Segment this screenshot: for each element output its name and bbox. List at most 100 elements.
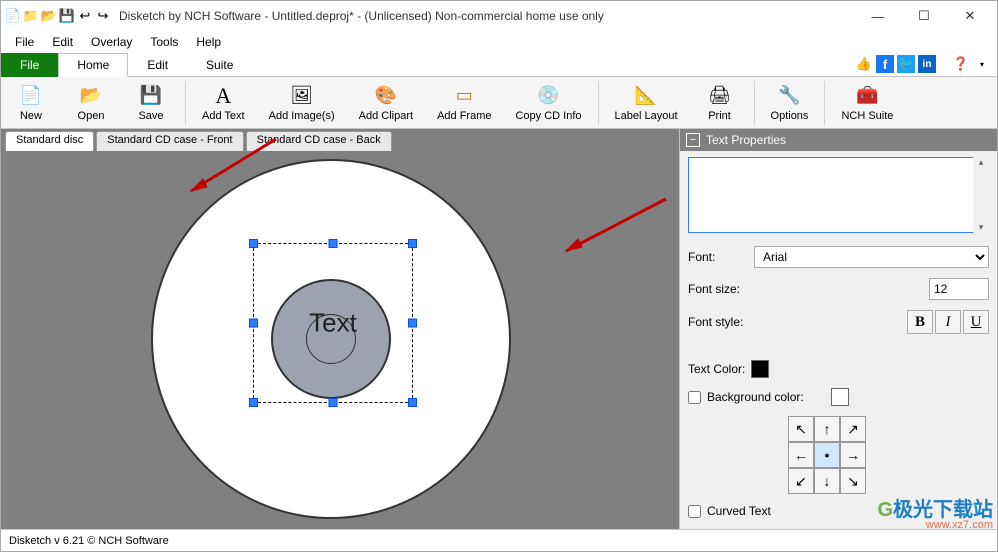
canvas-area[interactable]: Standard disc Standard CD case - Front S… xyxy=(1,129,679,529)
text-color-label: Text Color: xyxy=(688,362,745,376)
save-button[interactable]: 💾Save xyxy=(121,82,181,124)
tab-edit[interactable]: Edit xyxy=(128,53,187,77)
label-layout-button[interactable]: 📐Label Layout xyxy=(603,82,690,124)
handle-w[interactable] xyxy=(249,319,258,328)
print-button[interactable]: 🖨Print xyxy=(690,82,750,124)
facebook-icon[interactable]: f xyxy=(876,55,894,73)
linkedin-icon[interactable]: in xyxy=(918,55,936,73)
align-center[interactable]: • xyxy=(814,442,840,468)
menu-edit[interactable]: Edit xyxy=(44,33,81,51)
properties-header: − Text Properties xyxy=(680,129,997,151)
nch-suite-button[interactable]: 🧰NCH Suite xyxy=(829,82,905,124)
bg-color-label: Background color: xyxy=(707,390,825,404)
align-ne[interactable]: ↗ xyxy=(840,416,866,442)
align-se[interactable]: ↘ xyxy=(840,468,866,494)
minimize-button[interactable]: — xyxy=(855,1,901,31)
window-title: Disketch by NCH Software - Untitled.depr… xyxy=(119,9,855,23)
ribbon-tabs: File Home Edit Suite 👍 f 🐦 in ❓ ▾ xyxy=(1,53,997,77)
handle-se[interactable] xyxy=(408,398,417,407)
underline-button[interactable]: U xyxy=(963,310,989,334)
tab-suite[interactable]: Suite xyxy=(187,53,252,77)
collapse-icon[interactable]: − xyxy=(686,133,700,147)
open-button[interactable]: 📂Open xyxy=(61,82,121,124)
close-button[interactable]: ✕ xyxy=(947,1,993,31)
titlebar: 📄 📁 📂 💾 ↩ ↪ Disketch by NCH Software - U… xyxy=(1,1,997,31)
properties-panel: − Text Properties ▴▾ Font: Arial Font si… xyxy=(679,129,997,529)
statusbar: Disketch v 6.21 © NCH Software xyxy=(1,529,997,551)
align-n[interactable]: ↑ xyxy=(814,416,840,442)
handle-s[interactable] xyxy=(329,398,338,407)
textarea-scrollbar[interactable]: ▴▾ xyxy=(973,157,989,233)
align-e[interactable]: → xyxy=(840,442,866,468)
handle-ne[interactable] xyxy=(408,239,417,248)
menubar: File Edit Overlay Tools Help xyxy=(1,31,997,53)
suite-icon: 🧰 xyxy=(855,84,879,108)
maximize-button[interactable]: ☐ xyxy=(901,1,947,31)
tab-home[interactable]: Home xyxy=(58,53,128,77)
layout-icon: 📐 xyxy=(634,84,658,108)
document-tabs: Standard disc Standard CD case - Front S… xyxy=(1,129,679,151)
frame-icon: ▭ xyxy=(452,84,476,108)
menu-tools[interactable]: Tools xyxy=(142,33,186,51)
annotation-arrow-2 xyxy=(556,191,676,261)
status-text: Disketch v 6.21 © NCH Software xyxy=(9,535,169,547)
qat-redo-icon[interactable]: ↪ xyxy=(95,8,111,24)
handle-n[interactable] xyxy=(329,239,338,248)
options-button[interactable]: 🔧Options xyxy=(759,82,821,124)
options-icon: 🔧 xyxy=(777,84,801,108)
curved-text-label: Curved Text xyxy=(707,504,771,518)
bg-color-checkbox[interactable] xyxy=(688,391,701,404)
text-icon: A xyxy=(211,84,235,108)
align-sw[interactable]: ↙ xyxy=(788,468,814,494)
help-icon[interactable]: ❓ xyxy=(952,55,970,73)
menu-overlay[interactable]: Overlay xyxy=(83,33,140,51)
copy-cd-info-button[interactable]: 💿Copy CD Info xyxy=(503,82,593,124)
selection-box[interactable]: Text xyxy=(253,243,413,403)
align-s[interactable]: ↓ xyxy=(814,468,840,494)
print-icon: 🖨 xyxy=(708,84,732,108)
handle-sw[interactable] xyxy=(249,398,258,407)
help-dropdown-icon[interactable]: ▾ xyxy=(973,55,991,73)
add-clipart-button[interactable]: 🎨Add Clipart xyxy=(347,82,425,124)
save-icon: 💾 xyxy=(139,84,163,108)
text-content-input[interactable] xyxy=(688,157,989,233)
font-select[interactable]: Arial xyxy=(754,246,989,268)
new-icon: 📄 xyxy=(19,84,43,108)
font-size-label: Font size: xyxy=(688,282,748,296)
tab-standard-disc[interactable]: Standard disc xyxy=(5,131,94,151)
qat: 📄 📁 📂 💾 ↩ ↪ xyxy=(5,8,111,24)
open-icon: 📂 xyxy=(79,84,103,108)
twitter-icon[interactable]: 🐦 xyxy=(897,55,915,73)
like-icon[interactable]: 👍 xyxy=(855,55,873,73)
text-color-swatch[interactable] xyxy=(751,360,769,378)
bg-color-swatch[interactable] xyxy=(831,388,849,406)
handle-e[interactable] xyxy=(408,319,417,328)
handle-nw[interactable] xyxy=(249,239,258,248)
font-label: Font: xyxy=(688,250,748,264)
menu-file[interactable]: File xyxy=(7,33,42,51)
clipart-icon: 🎨 xyxy=(374,84,398,108)
bold-button[interactable]: B xyxy=(907,310,933,334)
align-nw[interactable]: ↖ xyxy=(788,416,814,442)
add-images-button[interactable]: 🖼Add Image(s) xyxy=(257,82,347,124)
menu-help[interactable]: Help xyxy=(188,33,229,51)
curved-text-checkbox[interactable] xyxy=(688,505,701,518)
qat-open-icon[interactable]: 📁 xyxy=(23,8,39,24)
font-style-label: Font style: xyxy=(688,315,748,329)
ribbon: 📄New 📂Open 💾Save AAdd Text 🖼Add Image(s)… xyxy=(1,77,997,129)
annotation-arrow-1 xyxy=(181,131,291,201)
italic-button[interactable]: I xyxy=(935,310,961,334)
tab-file[interactable]: File xyxy=(1,53,58,77)
add-frame-button[interactable]: ▭Add Frame xyxy=(425,82,503,124)
font-size-input[interactable] xyxy=(929,278,989,300)
qat-folder-icon[interactable]: 📂 xyxy=(41,8,57,24)
text-element[interactable]: Text xyxy=(309,308,357,339)
qat-save-icon[interactable]: 💾 xyxy=(59,8,75,24)
properties-title: Text Properties xyxy=(706,133,786,147)
image-icon: 🖼 xyxy=(290,84,314,108)
qat-new-icon[interactable]: 📄 xyxy=(5,8,21,24)
new-button[interactable]: 📄New xyxy=(1,82,61,124)
align-w[interactable]: ← xyxy=(788,442,814,468)
qat-undo-icon[interactable]: ↩ xyxy=(77,8,93,24)
add-text-button[interactable]: AAdd Text xyxy=(190,82,257,124)
